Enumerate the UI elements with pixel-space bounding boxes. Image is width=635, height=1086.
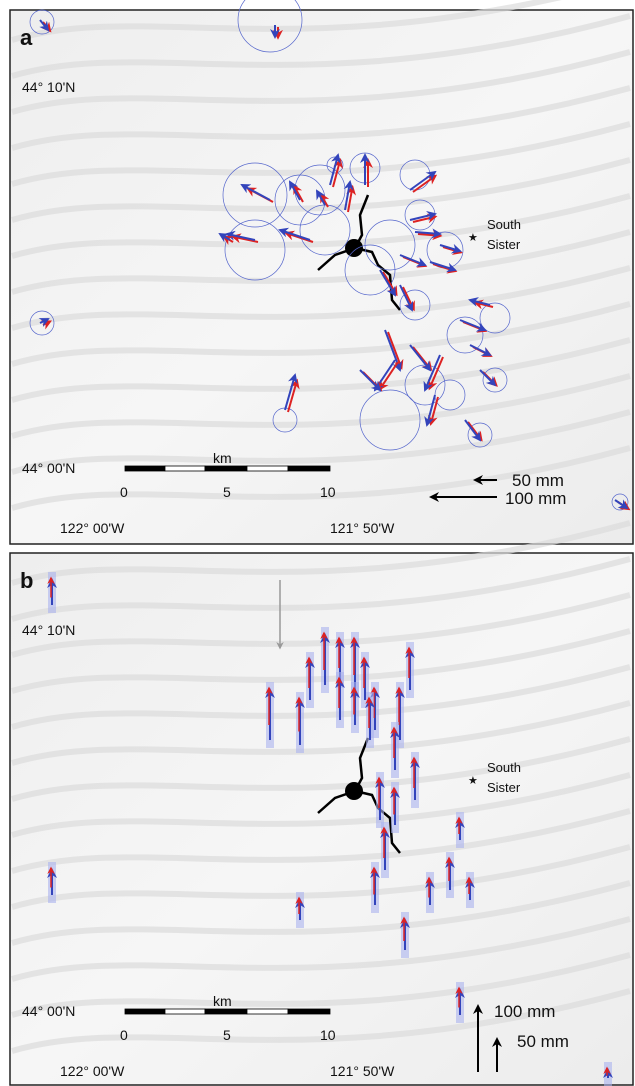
scale-bar-segment [288, 1009, 330, 1014]
scale-bar-segment [247, 1009, 288, 1014]
panel-label: a [20, 25, 33, 50]
latitude-label: 44° 10'N [22, 79, 75, 95]
peak-name: Sister [487, 780, 521, 795]
scale-bar-segment [205, 1009, 247, 1014]
vent [345, 782, 363, 800]
scale-tick-label: 0 [120, 484, 128, 500]
scale-bar-segment [288, 466, 330, 471]
map-panel: b 44° 10'N 44° 00'N 122° 00'W 121° 50'W km 0 5 1… [10, 523, 633, 1086]
peak-name: South [487, 217, 521, 232]
peak-name: South [487, 760, 521, 775]
longitude-label: 121° 50'W [330, 1063, 395, 1079]
figure: a 44° 10'N 44° 00'N 122° 00'W 121° 50'W km 0 5 1… [0, 0, 635, 1086]
peak-marker: ★ [468, 232, 478, 244]
legend-label: 100 mm [494, 1002, 555, 1021]
scale-tick-label: 5 [223, 1027, 231, 1043]
peak-name: Sister [487, 237, 521, 252]
longitude-label: 122° 00'W [60, 520, 125, 536]
vent [345, 239, 363, 257]
scale-bar-segment [165, 1009, 205, 1014]
latitude-label: 44° 10'N [22, 622, 75, 638]
legend-label: 50 mm [517, 1032, 569, 1051]
scale-unit: km [213, 993, 232, 1009]
latitude-label: 44° 00'N [22, 1003, 75, 1019]
scale-bar-segment [125, 1009, 165, 1014]
legend-label: 50 mm [512, 471, 564, 490]
longitude-label: 121° 50'W [330, 520, 395, 536]
map-panel: a 44° 10'N 44° 00'N 122° 00'W 121° 50'W km 0 5 1… [10, 0, 633, 544]
scale-tick-label: 10 [320, 1027, 336, 1043]
legend-label: 100 mm [505, 489, 566, 508]
peak-marker: ★ [468, 775, 478, 787]
scale-tick-label: 0 [120, 1027, 128, 1043]
scale-bar-segment [205, 466, 247, 471]
scale-tick-label: 5 [223, 484, 231, 500]
longitude-label: 122° 00'W [60, 1063, 125, 1079]
scale-bar-segment [125, 466, 165, 471]
scale-bar-segment [247, 466, 288, 471]
scale-tick-label: 10 [320, 484, 336, 500]
latitude-label: 44° 00'N [22, 460, 75, 476]
scale-unit: km [213, 450, 232, 466]
panel-label: b [20, 568, 33, 593]
scale-bar-segment [165, 466, 205, 471]
